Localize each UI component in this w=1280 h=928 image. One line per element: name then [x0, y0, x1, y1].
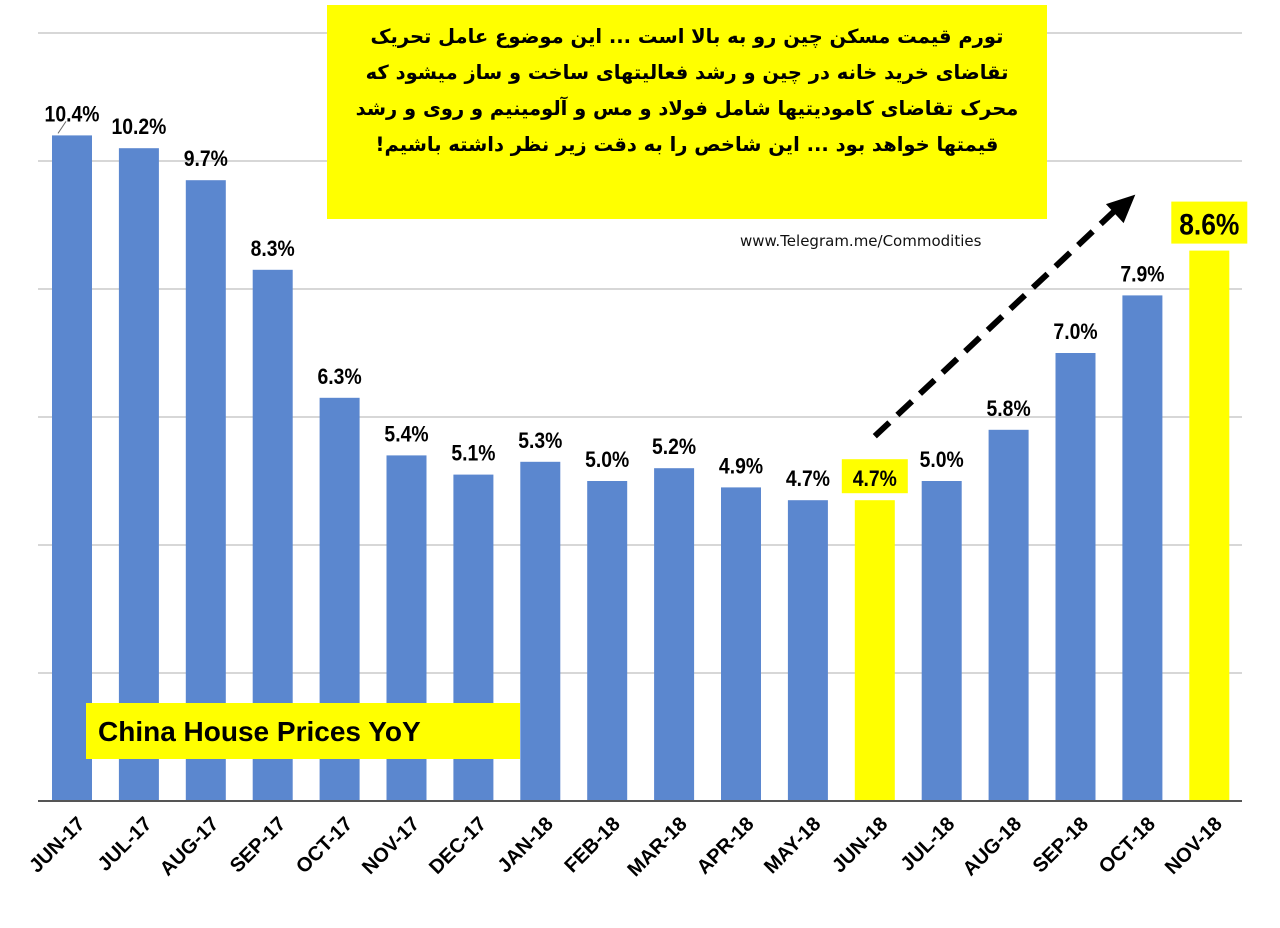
- bars: [52, 135, 1230, 802]
- annotation-line: محرک تقاضای کامودیتیها شامل فولاد و مس و…: [355, 97, 1019, 120]
- trend-arrow-head: [1105, 194, 1136, 224]
- x-tick-label: AUG-17: [156, 813, 223, 880]
- x-tick-label: OCT-18: [1095, 813, 1160, 878]
- x-tick-label: JUL-17: [94, 813, 157, 876]
- x-tick-label: SEP-17: [226, 813, 290, 877]
- data-label: 9.7%: [184, 147, 228, 171]
- data-label: 4.9%: [719, 454, 763, 478]
- data-label: 5.1%: [451, 441, 495, 465]
- x-tick-label: DEC-17: [425, 813, 491, 879]
- annotation-line: تقاضای خرید خانه در چین و رشد فعالیتهای …: [365, 61, 1009, 84]
- x-tick-label: NOV-17: [358, 813, 424, 879]
- source-url: www.Telegram.me/Commodities: [740, 232, 982, 250]
- data-label: 10.4%: [45, 102, 100, 126]
- bar: [854, 500, 895, 801]
- x-tick-labels: JUN-17 JUL-17 AUG-17 SEP-17 OCT-17 NOV-17 DEC-…: [25, 813, 1227, 881]
- bar: [185, 180, 226, 801]
- bar: [118, 148, 159, 801]
- data-label: 6.3%: [318, 365, 362, 389]
- data-label: 5.8%: [987, 397, 1031, 421]
- x-tick-label: FEB-18: [560, 813, 624, 877]
- data-label: 5.2%: [652, 435, 696, 459]
- bar: [721, 487, 761, 801]
- data-label: 5.0%: [585, 448, 629, 472]
- data-label: 4.7%: [853, 467, 897, 491]
- data-label: 10.2%: [111, 115, 166, 139]
- annotation-line: قیمتها خواهد بود ... این شاخص را به دقت …: [375, 133, 999, 156]
- bar: [988, 429, 1029, 801]
- trend-arrow-line: [872, 202, 1124, 439]
- x-tick-label: MAR-18: [623, 813, 691, 881]
- data-label: 7.9%: [1120, 262, 1164, 286]
- x-tick-label: OCT-17: [292, 813, 357, 878]
- bar: [1055, 353, 1096, 801]
- bar: [520, 461, 561, 801]
- trend-arrow: [872, 194, 1136, 439]
- label-highlight: [1171, 201, 1248, 244]
- x-tick-label: AUG-18: [959, 813, 1026, 880]
- bar: [1122, 295, 1163, 801]
- chart-title: China House Prices YoY: [86, 703, 520, 759]
- value-labels: 10.4% 10.2% 9.7% 8.3% 6.3% 5.4% 5.1% 5.3% 5.0% 5.…: [45, 102, 1248, 494]
- data-label: 8.3%: [251, 237, 295, 261]
- bar: [1189, 250, 1230, 802]
- x-tick-label: JUN-17: [25, 813, 89, 877]
- x-tick-label: NOV-18: [1161, 813, 1227, 879]
- data-label: 7.0%: [1053, 320, 1097, 344]
- bar: [787, 500, 828, 801]
- x-tick-label: SEP-18: [1029, 813, 1093, 877]
- data-label: 4.7%: [786, 467, 830, 491]
- bar: [921, 481, 962, 801]
- bar: [52, 135, 92, 801]
- x-tick-label: JAN-18: [494, 813, 558, 877]
- data-label: 5.0%: [920, 448, 964, 472]
- label-leader: [57, 121, 67, 134]
- x-tick-label: JUL-18: [897, 813, 960, 876]
- data-label: 5.3%: [518, 429, 562, 453]
- data-label: 5.4%: [384, 422, 428, 446]
- annotation-line: تورم قیمت مسکن چین رو به بالا است ... ای…: [370, 25, 1004, 48]
- annotation-box: تورم قیمت مسکن چین رو به بالا است ... ای…: [327, 5, 1047, 219]
- x-tick-label: JUN-18: [828, 813, 892, 877]
- x-tick-label: APR-18: [693, 813, 759, 879]
- data-label: 8.6%: [1179, 207, 1239, 241]
- label-highlight: [841, 459, 908, 494]
- bar: [654, 468, 695, 801]
- bar: [587, 481, 628, 801]
- x-tick-label: MAY-18: [760, 813, 825, 878]
